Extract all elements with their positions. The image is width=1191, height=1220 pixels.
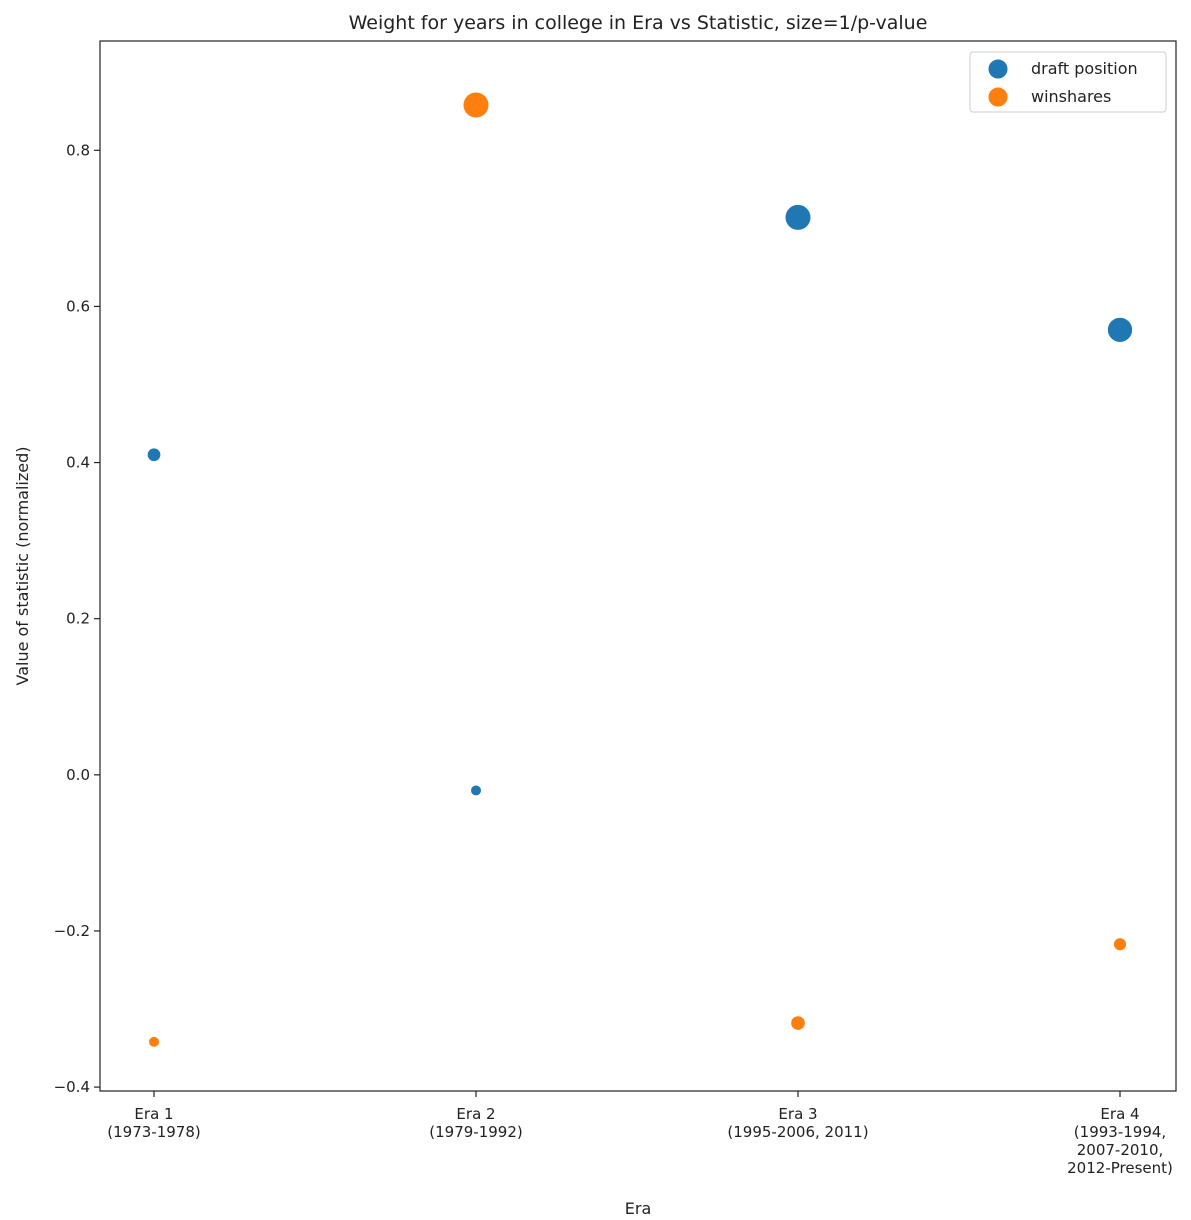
legend-marker [987, 86, 1009, 108]
legend: draft position winshares [969, 51, 1167, 113]
chart-title: Weight for years in college in Era vs St… [349, 12, 928, 34]
x-axis-label: Era [625, 1199, 652, 1218]
point-winshares-era-3 [790, 1015, 806, 1031]
x-tick-label: (1995-2006, 2011) [727, 1123, 868, 1141]
x-tick-label: 2007-2010, [1077, 1141, 1164, 1159]
point-draft-position-era-4 [1106, 316, 1134, 343]
point-draft-position-era-1 [146, 447, 162, 463]
x-tick-label: Era 1 [134, 1105, 173, 1123]
y-tick-label: 0.4 [66, 454, 90, 472]
point-winshares-era-1 [148, 1035, 160, 1048]
y-tick-label: 0.2 [66, 610, 90, 628]
point-winshares-era-2 [462, 91, 490, 119]
point-draft-position-era-2 [470, 784, 482, 797]
y-tick-label: 0.8 [66, 141, 90, 159]
x-tick-label: 2012-Present) [1067, 1159, 1173, 1177]
x-axis: Era 1(1973-1978)Era 2(1979-1992)Era 3(19… [107, 1091, 1173, 1177]
data-points [146, 91, 1134, 1048]
legend-label: winshares [1031, 87, 1111, 106]
legend-marker [987, 58, 1009, 80]
y-axis: −0.4 −0.2 0.0 0.2 0.4 0.6 0.8 [54, 141, 100, 1096]
y-tick-label: 0.0 [66, 766, 90, 784]
point-winshares-era-4 [1112, 937, 1128, 952]
plot-area [99, 40, 1177, 1092]
x-tick-label: Era 2 [456, 1105, 495, 1123]
x-tick-label: (1993-1994, [1074, 1123, 1166, 1141]
point-draft-position-era-3 [784, 203, 812, 231]
x-tick-label: (1979-1992) [429, 1123, 522, 1141]
y-tick-label: −0.2 [54, 922, 90, 940]
y-tick-label: −0.4 [54, 1078, 90, 1096]
legend-box [969, 51, 1167, 113]
x-tick-label: Era 3 [778, 1105, 817, 1123]
y-tick-label: 0.6 [66, 297, 90, 315]
x-tick-label: Era 4 [1100, 1105, 1139, 1123]
x-tick-label: (1973-1978) [107, 1123, 200, 1141]
legend-label: draft position [1031, 59, 1138, 78]
y-axis-label: Value of statistic (normalized) [13, 447, 32, 686]
